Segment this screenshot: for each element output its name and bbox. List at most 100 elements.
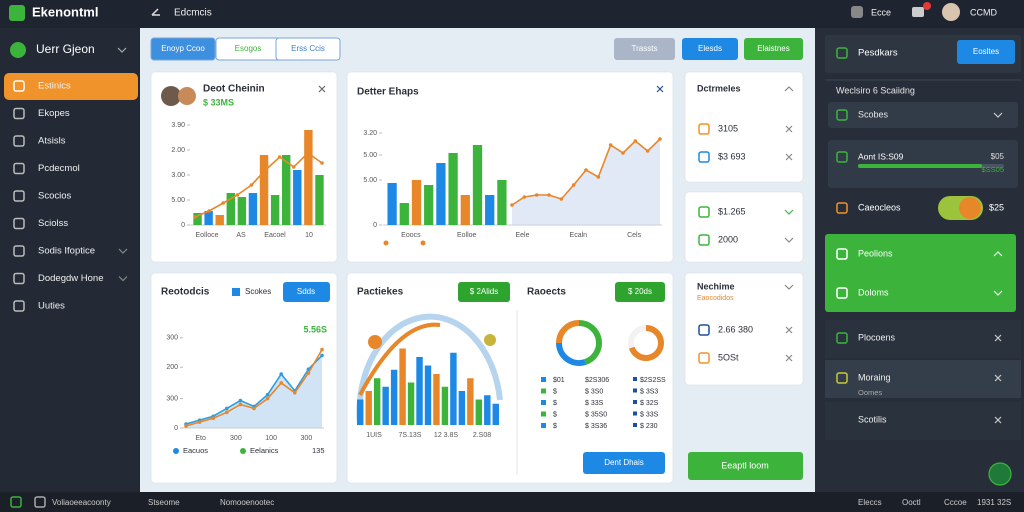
x-tick-label: Eoocs <box>401 232 421 239</box>
nav-item-active[interactable] <box>4 73 138 100</box>
row-swatch <box>541 423 546 428</box>
button[interactable] <box>688 452 803 480</box>
panel-item[interactable]: Scotilis <box>858 414 887 424</box>
button[interactable] <box>957 40 1015 64</box>
chevron-icon[interactable] <box>993 112 1003 118</box>
button[interactable] <box>583 452 665 474</box>
arc-decor <box>358 322 441 396</box>
nav-item[interactable]: Sciolss <box>38 218 68 229</box>
nav-item[interactable]: Dodegdw Hone <box>38 273 104 284</box>
button-label[interactable]: $ 2Alids <box>470 287 498 296</box>
point <box>279 381 284 385</box>
button[interactable] <box>283 282 330 302</box>
button-label[interactable]: Sdds <box>297 287 315 296</box>
button[interactable] <box>615 282 665 302</box>
chevron-icon[interactable] <box>117 47 127 53</box>
point <box>596 175 601 179</box>
row-swatch <box>633 400 637 404</box>
nav-item[interactable]: Estinics <box>38 81 71 92</box>
panel-item[interactable]: Moraing <box>858 372 891 382</box>
metric-value: 5OSt <box>718 352 739 362</box>
button-label[interactable]: Eosltes <box>973 47 999 56</box>
panel-item[interactable]: Peolions <box>858 248 893 258</box>
x-tick-label: 12 3.8S <box>434 432 458 439</box>
button-label[interactable]: $ 20ds <box>628 287 652 296</box>
chevron-icon[interactable] <box>784 86 794 92</box>
nav-item[interactable]: Atsisls <box>38 136 66 147</box>
icon <box>836 151 848 163</box>
fab <box>989 463 1011 485</box>
close-icon[interactable] <box>994 334 1002 342</box>
y-tick-label: 5.00 <box>363 152 377 159</box>
row-swatch <box>541 400 546 405</box>
toggle-label: Caeocleos <box>858 202 901 212</box>
close-icon[interactable] <box>318 85 326 93</box>
nav-item[interactable]: Ekopes <box>38 108 70 119</box>
bar <box>441 386 449 425</box>
chevron-icon[interactable] <box>993 251 1003 257</box>
nav-item[interactable]: Uuties <box>38 301 65 312</box>
bar <box>458 391 466 425</box>
dropdown[interactable] <box>828 102 1018 128</box>
button[interactable] <box>458 282 510 302</box>
button-label[interactable]: Elaistnes <box>757 44 789 53</box>
table-cell: $01 <box>553 377 565 384</box>
close-icon[interactable] <box>785 326 793 334</box>
fab-ring[interactable] <box>988 462 1012 486</box>
logo <box>9 5 25 21</box>
chevron-icon[interactable] <box>118 276 128 282</box>
chevron-icon[interactable] <box>784 237 794 243</box>
point <box>571 183 576 187</box>
close-icon[interactable] <box>785 153 793 161</box>
button-label[interactable]: Trassts <box>632 44 658 53</box>
panel-item[interactable]: Plocoens <box>858 332 896 342</box>
button-label[interactable]: Elesds <box>698 44 722 53</box>
close-icon[interactable] <box>994 416 1002 424</box>
point <box>263 168 268 172</box>
nav-item[interactable]: Sodis Ifoptice <box>38 246 95 257</box>
profile-icon <box>10 42 26 58</box>
tab[interactable] <box>150 37 216 61</box>
y-tick-label: 2.00 <box>171 147 185 154</box>
button[interactable] <box>682 38 738 60</box>
chevron-icon[interactable] <box>784 284 794 290</box>
close-icon[interactable] <box>785 125 793 133</box>
table-cell: $2S2SS <box>640 377 666 384</box>
chevron-icon[interactable] <box>118 248 128 254</box>
button-label[interactable]: Eeaptl loom <box>721 460 769 470</box>
tab-label[interactable]: Erss Ccis <box>291 44 325 53</box>
close-icon[interactable] <box>994 374 1002 382</box>
bar <box>424 185 434 225</box>
y-tick-label: 0 <box>373 222 377 229</box>
nav-item[interactable]: Pcdecmol <box>38 163 80 174</box>
icon <box>836 248 848 260</box>
dropdown-label[interactable]: Scobes <box>858 109 889 119</box>
point <box>238 402 243 407</box>
back-icon[interactable] <box>151 8 160 16</box>
close-icon[interactable] <box>785 354 793 362</box>
icon <box>698 352 710 364</box>
close-icon[interactable] <box>656 85 664 93</box>
tab-label[interactable]: Esogos <box>235 44 262 53</box>
button-label[interactable]: Dent Dhais <box>604 458 644 467</box>
chevron-icon[interactable] <box>784 209 794 215</box>
point <box>265 396 270 401</box>
bar <box>399 348 406 425</box>
icon <box>698 324 710 336</box>
area-line-area <box>512 139 660 225</box>
bar <box>416 357 423 425</box>
button[interactable] <box>614 38 675 60</box>
panel-item[interactable]: Doloms <box>858 287 889 297</box>
bar <box>237 197 247 225</box>
point <box>633 139 638 143</box>
tab-label[interactable]: Enoyp Ccoo <box>161 44 205 53</box>
chevron-icon[interactable] <box>993 290 1003 296</box>
table-cell: $ <box>553 388 557 395</box>
donut-segment <box>556 342 587 366</box>
button[interactable] <box>744 38 803 60</box>
card-title: Raoects <box>527 287 566 298</box>
nav-item[interactable]: Scocios <box>38 191 72 202</box>
bar <box>204 211 213 225</box>
tab[interactable] <box>275 37 341 61</box>
legend-dot <box>173 448 179 454</box>
